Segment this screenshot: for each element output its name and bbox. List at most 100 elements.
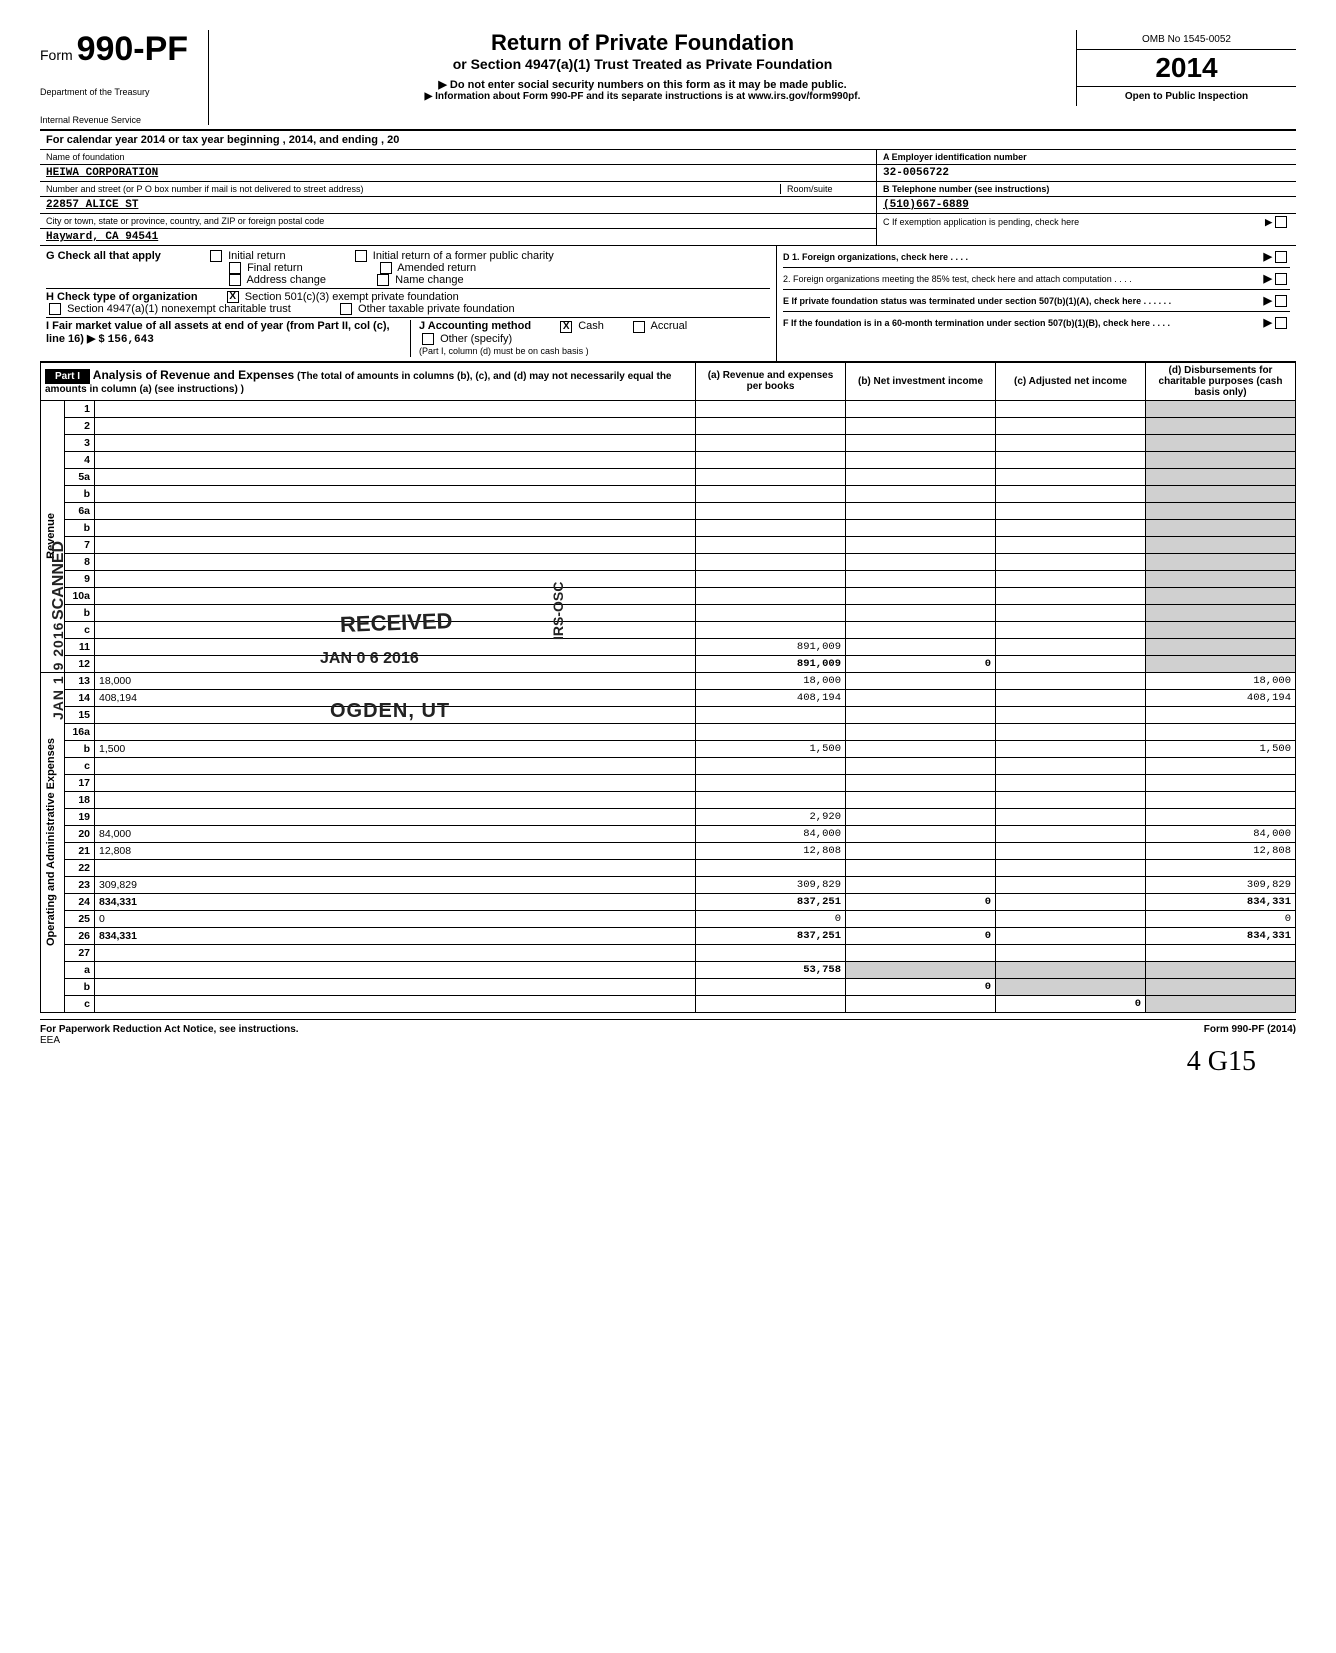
table-row: b — [41, 485, 1296, 502]
line-description — [95, 757, 696, 774]
value-cell-b — [846, 417, 996, 434]
line-number: 7 — [65, 536, 95, 553]
table-row: 24834,331837,2510834,331 — [41, 893, 1296, 910]
line-number: 22 — [65, 859, 95, 876]
line-description — [95, 774, 696, 791]
line-description — [95, 655, 696, 672]
table-row: b — [41, 604, 1296, 621]
accrual-checkbox[interactable] — [633, 321, 645, 333]
foreign-org-checkbox[interactable] — [1275, 251, 1287, 263]
line-description — [95, 570, 696, 587]
value-cell-b — [846, 910, 996, 927]
value-cell-a — [696, 553, 846, 570]
name-change-checkbox[interactable] — [377, 274, 389, 286]
city-state-zip: Hayward, CA 94541 — [40, 229, 876, 245]
line-number: 18 — [65, 791, 95, 808]
value-cell-a — [696, 468, 846, 485]
table-row: 26834,331837,2510834,331 — [41, 927, 1296, 944]
line-number: b — [65, 485, 95, 502]
value-cell-c — [996, 434, 1146, 451]
line-number: 19 — [65, 808, 95, 825]
j-accrual: Accrual — [651, 320, 688, 332]
line-number: 3 — [65, 434, 95, 451]
value-cell-a — [696, 706, 846, 723]
room-label: Room/suite — [780, 184, 870, 194]
value-cell-b — [846, 468, 996, 485]
open-inspection: Open to Public Inspection — [1077, 87, 1296, 106]
value-cell-b — [846, 672, 996, 689]
4947-checkbox[interactable] — [49, 303, 61, 315]
col-c-header: (c) Adjusted net income — [996, 362, 1146, 400]
value-cell-d: 0 — [1146, 910, 1296, 927]
line-description: 0 — [95, 910, 696, 927]
amended-return-checkbox[interactable] — [380, 262, 392, 274]
501c3-checkbox[interactable]: X — [227, 291, 239, 303]
line-description — [95, 808, 696, 825]
address-change-checkbox[interactable] — [229, 274, 241, 286]
line-number: 23 — [65, 876, 95, 893]
city-label: City or town, state or province, country… — [40, 214, 876, 229]
line-description — [95, 978, 696, 995]
value-cell-b — [846, 434, 996, 451]
value-cell-b — [846, 638, 996, 655]
h-opt-1: Section 501(c)(3) exempt private foundat… — [245, 291, 459, 303]
other-method-checkbox[interactable] — [422, 333, 434, 345]
value-cell-b — [846, 621, 996, 638]
value-cell-a — [696, 621, 846, 638]
value-cell-c — [996, 706, 1146, 723]
omb-number: OMB No 1545-0052 — [1077, 30, 1296, 50]
line-description — [95, 638, 696, 655]
table-row: 3 — [41, 434, 1296, 451]
line-description — [95, 944, 696, 961]
value-cell-c — [996, 451, 1146, 468]
line-number: 20 — [65, 825, 95, 842]
part1-table: Part I Analysis of Revenue and Expenses … — [40, 362, 1296, 1013]
value-cell-c: 0 — [996, 995, 1146, 1012]
exemption-pending-checkbox[interactable] — [1275, 216, 1287, 228]
value-cell-a: 891,009 — [696, 638, 846, 655]
part1-title: Analysis of Revenue and Expenses — [93, 368, 294, 382]
line-number: 8 — [65, 553, 95, 570]
value-cell-a — [696, 944, 846, 961]
terminated-checkbox[interactable] — [1275, 295, 1287, 307]
table-row: 9 — [41, 570, 1296, 587]
value-cell-d — [1146, 995, 1296, 1012]
final-return-checkbox[interactable] — [229, 262, 241, 274]
value-cell-c — [996, 791, 1146, 808]
initial-return-checkbox[interactable] — [210, 250, 222, 262]
value-cell-d: 84,000 — [1146, 825, 1296, 842]
other-taxable-checkbox[interactable] — [340, 303, 352, 315]
value-cell-b — [846, 587, 996, 604]
page-footer: For Paperwork Reduction Act Notice, see … — [40, 1019, 1296, 1035]
value-cell-a — [696, 978, 846, 995]
table-row: c — [41, 757, 1296, 774]
table-row: 15 — [41, 706, 1296, 723]
value-cell-d — [1146, 553, 1296, 570]
g-opt-4: Amended return — [397, 262, 476, 274]
value-cell-c — [996, 825, 1146, 842]
value-cell-a: 18,000 — [696, 672, 846, 689]
60month-checkbox[interactable] — [1275, 317, 1287, 329]
line-number: 25 — [65, 910, 95, 927]
line-description — [95, 587, 696, 604]
former-charity-checkbox[interactable] — [355, 250, 367, 262]
cash-checkbox[interactable]: X — [560, 321, 572, 333]
value-cell-d — [1146, 723, 1296, 740]
value-cell-d: 18,000 — [1146, 672, 1296, 689]
line-description — [95, 519, 696, 536]
address-label: Number and street (or P O box number if … — [46, 184, 780, 194]
value-cell-a — [696, 723, 846, 740]
value-cell-c — [996, 655, 1146, 672]
revenue-side-label: Revenue — [45, 513, 57, 559]
value-cell-c — [996, 689, 1146, 706]
value-cell-a: 84,000 — [696, 825, 846, 842]
value-cell-d — [1146, 468, 1296, 485]
85pct-checkbox[interactable] — [1275, 273, 1287, 285]
value-cell-d: 834,331 — [1146, 893, 1296, 910]
table-row: 2112,80812,80812,808 — [41, 842, 1296, 859]
value-cell-b: 0 — [846, 927, 996, 944]
table-row: 4 — [41, 451, 1296, 468]
value-cell-a — [696, 859, 846, 876]
line-description — [95, 434, 696, 451]
value-cell-a — [696, 774, 846, 791]
